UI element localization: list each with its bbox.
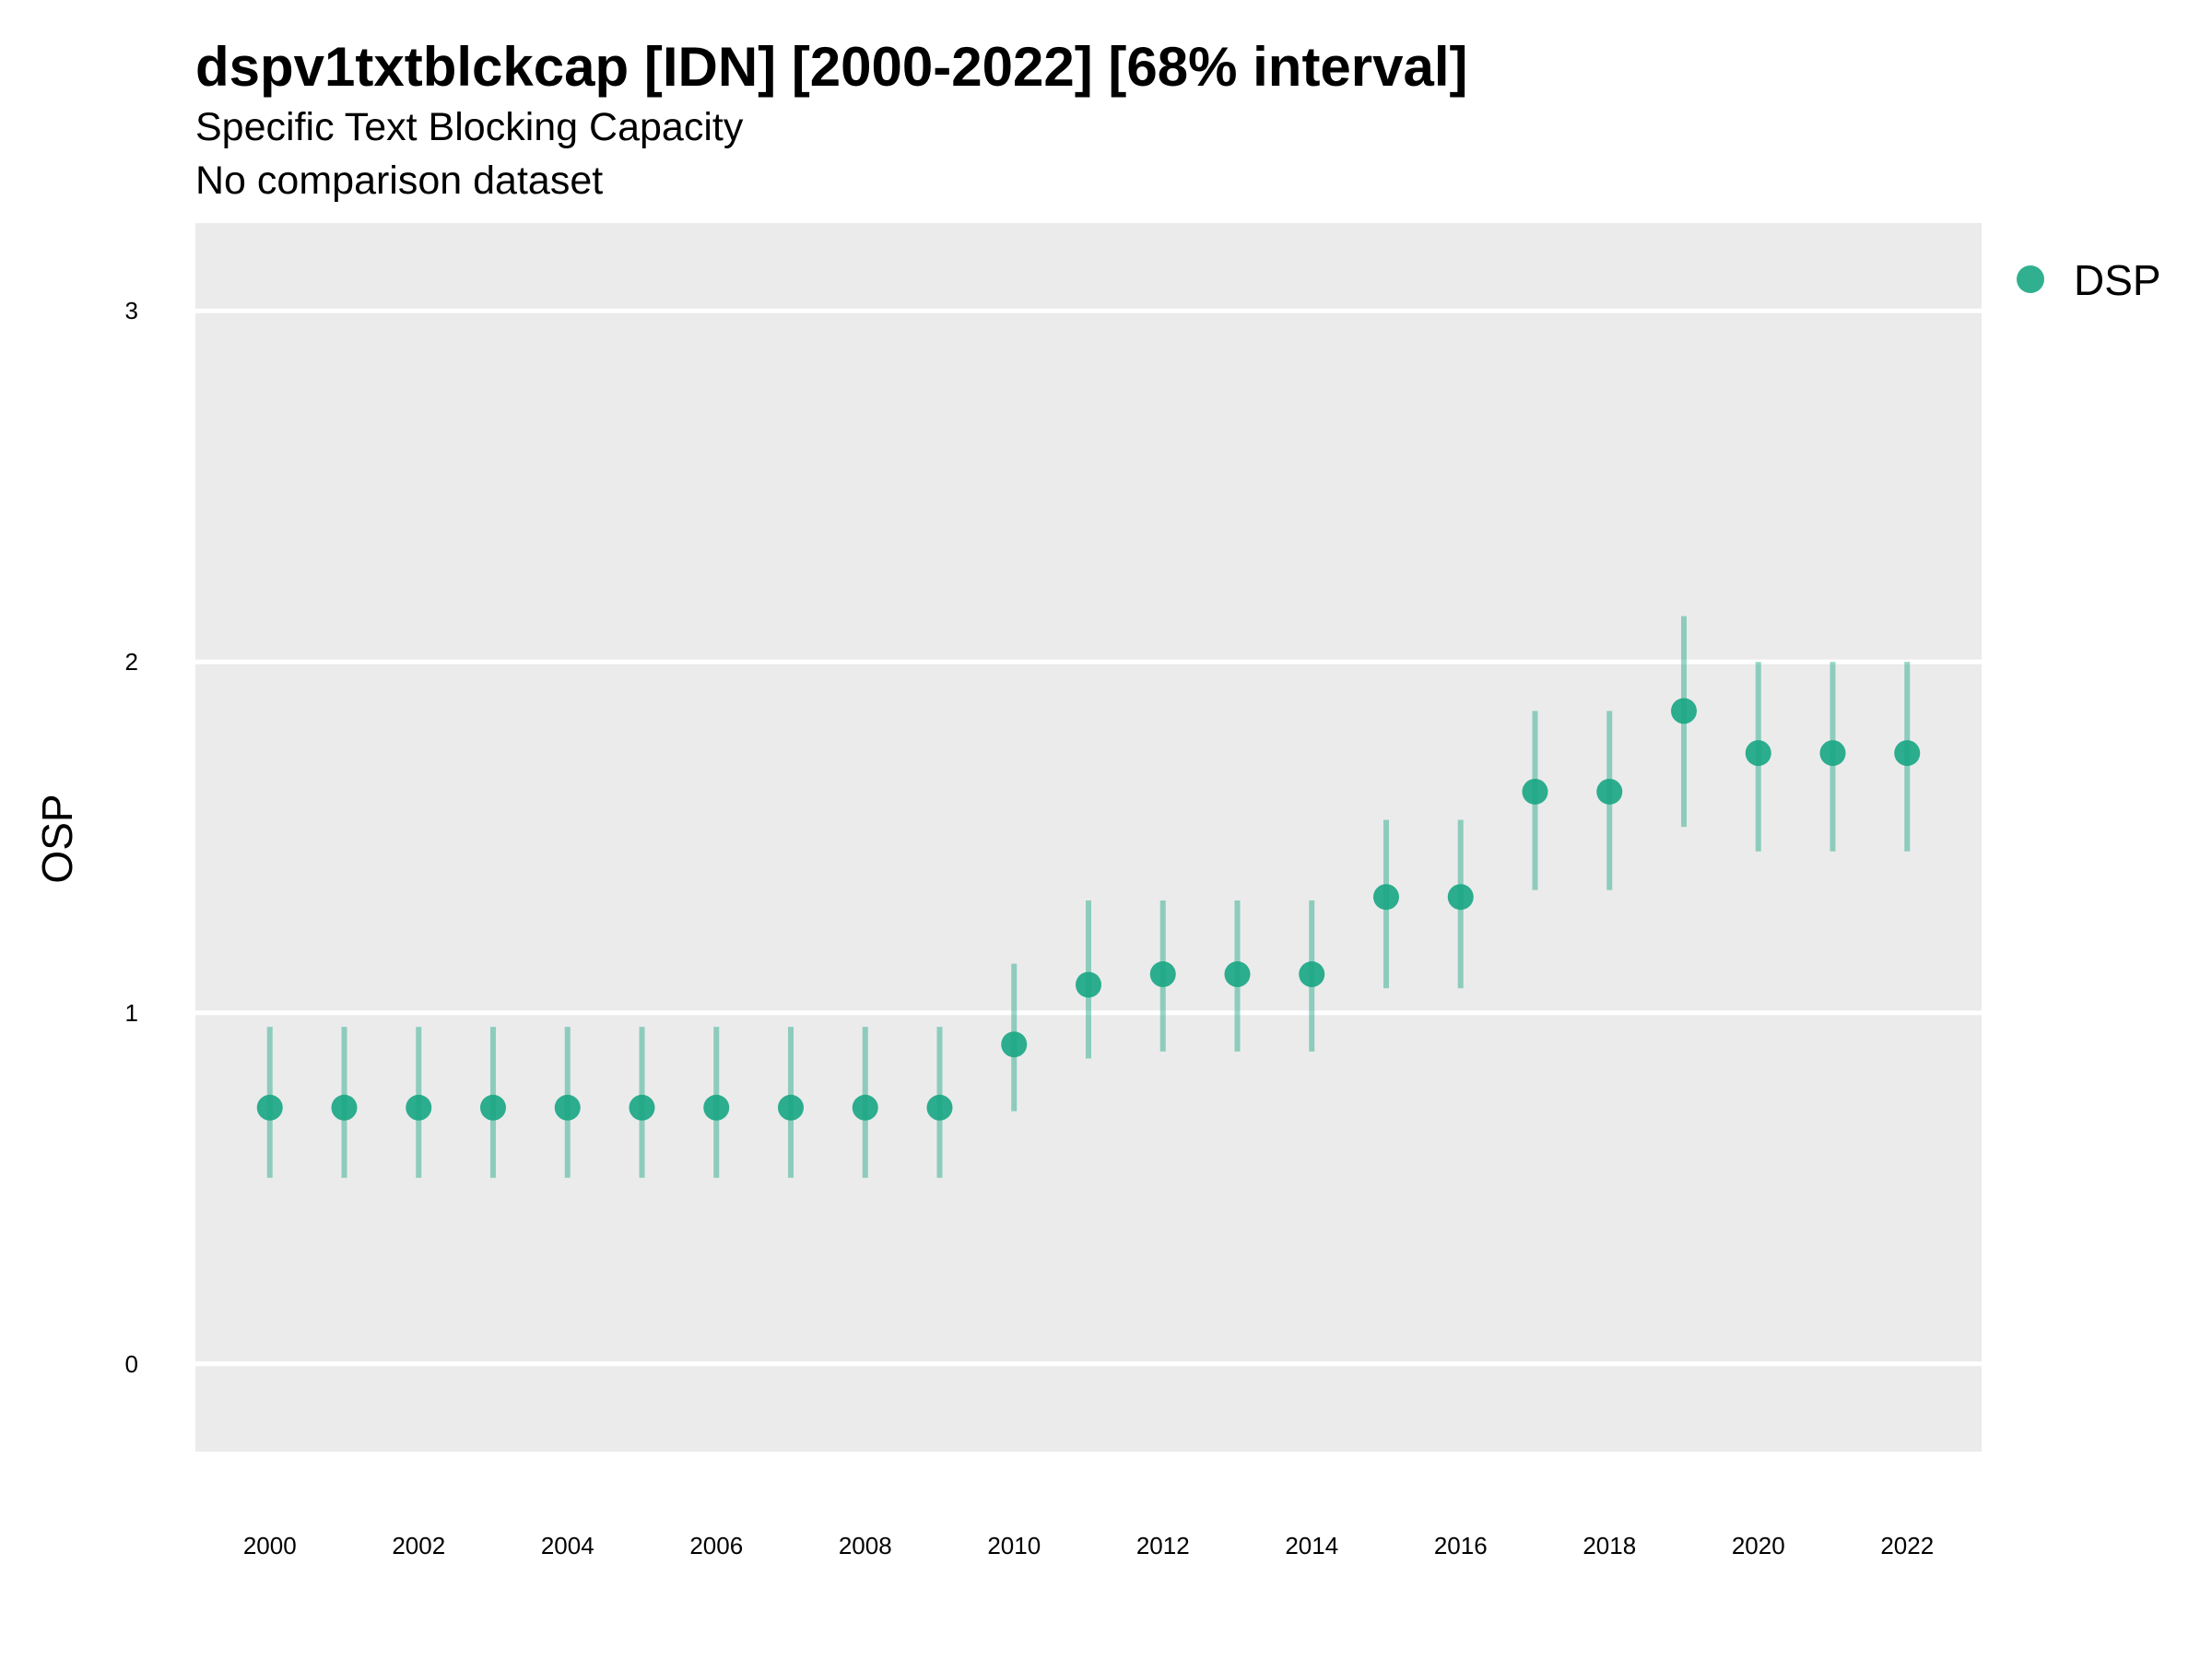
data-point (1894, 740, 1921, 767)
x-tick-label: 2006 (689, 1532, 743, 1559)
data-point (1745, 740, 1771, 767)
data-point (1224, 961, 1251, 988)
data-point (778, 1094, 804, 1121)
x-tick-label: 2022 (1880, 1532, 1934, 1559)
data-point (1076, 971, 1101, 998)
x-tick-label: 2010 (987, 1532, 1041, 1559)
x-tick-label: 2004 (541, 1532, 594, 1559)
x-tick-label: 2012 (1136, 1532, 1190, 1559)
legend-label-dsp: DSP (2074, 256, 2161, 304)
data-point (256, 1094, 283, 1121)
data-point (1447, 884, 1474, 911)
y-axis-ticks: 0 1 2 3 (125, 297, 138, 1378)
plot-panel (195, 223, 1982, 1452)
x-axis-ticks: 2000 2002 2004 2006 2008 2010 2012 2014 2016 2018… (243, 1532, 1934, 1559)
x-tick-label: 2008 (839, 1532, 892, 1559)
y-tick-label: 1 (125, 999, 138, 1027)
data-point (554, 1094, 581, 1121)
data-marks (256, 616, 1921, 1178)
data-point (1522, 778, 1548, 805)
data-point (703, 1094, 730, 1121)
data-point (926, 1094, 953, 1121)
data-point (1373, 884, 1399, 911)
data-point (1596, 778, 1623, 805)
x-tick-label: 2016 (1434, 1532, 1488, 1559)
x-tick-label: 2020 (1732, 1532, 1785, 1559)
grid-lines (195, 308, 1982, 1367)
legend-key-dsp (2017, 265, 2044, 293)
data-point (1001, 1031, 1028, 1058)
data-point (331, 1094, 358, 1121)
y-tick-label: 3 (125, 297, 138, 324)
x-tick-label: 2000 (243, 1532, 297, 1559)
data-point (1671, 698, 1697, 724)
y-axis-label: OSP (33, 794, 81, 883)
data-point (406, 1094, 432, 1121)
legend: DSP (2017, 256, 2161, 304)
x-tick-label: 2018 (1583, 1532, 1636, 1559)
chart-subtitle-comparison: No comparison dataset (195, 159, 604, 203)
x-tick-label: 2002 (392, 1532, 445, 1559)
y-tick-label: 0 (125, 1350, 138, 1378)
data-point (1299, 961, 1325, 988)
chart-title: dspv1txtblckcap [IDN] [2000-2022] [68% i… (195, 36, 1468, 98)
x-tick-label: 2014 (1285, 1532, 1338, 1559)
chart-subtitle: Specific Text Blocking Capacity (195, 105, 744, 149)
data-point (1819, 740, 1846, 767)
y-tick-label: 2 (125, 648, 138, 676)
data-point (852, 1094, 878, 1121)
data-point (1149, 961, 1176, 988)
data-point (480, 1094, 506, 1121)
data-point (629, 1094, 655, 1121)
